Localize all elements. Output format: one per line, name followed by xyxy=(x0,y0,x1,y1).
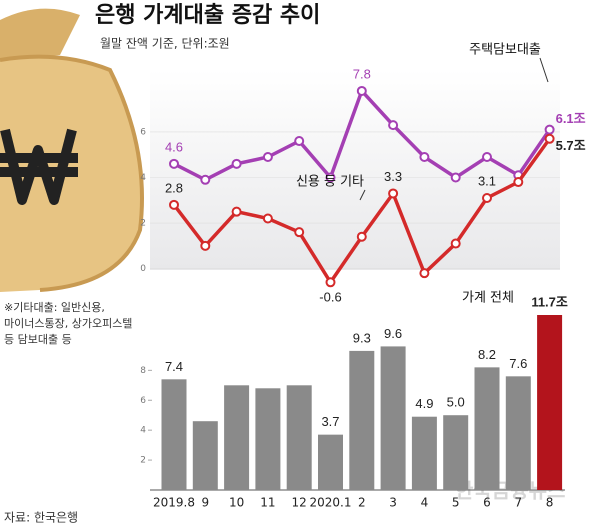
y-tick-label: 8 xyxy=(140,366,146,376)
value-label: 11.7조 xyxy=(531,294,568,309)
note-line: 마이너스통장, 상가오피스텔 xyxy=(4,317,132,330)
series-name: 가계 전체 xyxy=(462,291,514,306)
point xyxy=(325,277,336,288)
point xyxy=(356,85,367,96)
y-tick-label: 2 xyxy=(140,456,146,466)
value-label: -0.6 xyxy=(319,290,341,305)
x-tick-label: 2020.1 xyxy=(310,496,352,510)
point xyxy=(200,174,211,185)
series-name: 주택담보대출 xyxy=(469,43,541,58)
point xyxy=(388,120,399,131)
point xyxy=(419,152,430,162)
subtitle: 월말 잔액 기준, 단위:조원 xyxy=(100,37,230,51)
value-label: 7.8 xyxy=(353,66,371,81)
point xyxy=(200,240,211,251)
bar xyxy=(192,421,218,490)
x-tick-label: 11 xyxy=(260,496,275,510)
y-tick-label: 0 xyxy=(140,264,146,274)
point xyxy=(419,268,430,279)
note-line: 등 담보대출 등 xyxy=(4,333,72,346)
y-tick-label: 2 xyxy=(140,219,146,229)
value-label: 3.7 xyxy=(321,414,339,429)
bar xyxy=(380,346,406,490)
value-label: 2.8 xyxy=(165,180,183,195)
y-tick-label: 6 xyxy=(140,127,146,137)
value-label: 9.3 xyxy=(353,330,371,345)
bar xyxy=(318,434,343,490)
value-label: 9.6 xyxy=(384,326,402,341)
point xyxy=(262,152,273,162)
point xyxy=(294,227,305,238)
x-tick-label: 5 xyxy=(452,496,460,510)
value-label: 5.0 xyxy=(447,395,465,410)
point xyxy=(544,124,555,135)
x-tick-label: 2019.8 xyxy=(153,496,195,510)
value-label: 7.4 xyxy=(165,359,183,374)
money-bag-icon xyxy=(0,8,144,292)
bar xyxy=(411,416,437,490)
bar xyxy=(443,415,469,490)
bar xyxy=(286,385,312,490)
bar xyxy=(474,367,500,490)
point xyxy=(169,158,179,169)
x-tick-label: 10 xyxy=(229,496,244,510)
point xyxy=(294,136,305,147)
value-label: 5.7조 xyxy=(556,138,586,153)
value-label: 4.6 xyxy=(165,139,183,154)
value-label: 3.1 xyxy=(478,173,496,188)
point xyxy=(450,172,461,183)
bar xyxy=(161,379,187,490)
point xyxy=(325,172,336,183)
bar xyxy=(505,376,531,490)
point xyxy=(544,133,555,144)
point xyxy=(231,158,242,169)
point xyxy=(231,206,242,217)
source: 자료: 한국은행 xyxy=(4,510,78,525)
x-tick-label: 3 xyxy=(389,496,397,510)
bar xyxy=(537,315,563,490)
point xyxy=(450,238,461,249)
note-line: ※기타대출: 일반신용, xyxy=(4,300,105,314)
point xyxy=(262,213,273,224)
y-tick-label: 4 xyxy=(140,173,146,183)
x-tick-label: 2 xyxy=(358,496,366,510)
point xyxy=(356,231,367,242)
value-label: 7.6 xyxy=(509,356,527,371)
series-name: 신용 등 기타 xyxy=(296,175,364,190)
x-tick-label: 9 xyxy=(201,496,209,510)
point xyxy=(388,188,399,199)
x-tick-label: 12 xyxy=(292,496,307,510)
x-tick-label: 8 xyxy=(546,496,554,510)
point xyxy=(169,199,179,210)
value-label: 4.9 xyxy=(415,396,433,411)
x-tick-label: 7 xyxy=(514,496,522,510)
point xyxy=(482,152,492,162)
point xyxy=(482,193,492,203)
value-label: 6.1조 xyxy=(556,111,586,126)
x-tick-label: 6 xyxy=(483,496,491,510)
bar xyxy=(255,388,281,490)
y-tick-label: 4 xyxy=(140,426,146,436)
bar xyxy=(224,385,250,490)
title: 은행 가계대출 증감 추이 xyxy=(95,3,320,28)
annotation-pointer xyxy=(359,189,366,201)
bar xyxy=(349,350,375,490)
value-label: 3.3 xyxy=(384,169,402,184)
annotation-pointer xyxy=(539,57,549,83)
line-plot-bg xyxy=(150,70,560,270)
value-label: 8.2 xyxy=(478,347,496,362)
x-tick-label: 4 xyxy=(421,496,429,510)
point xyxy=(513,177,524,188)
y-tick-label: 6 xyxy=(140,396,146,406)
